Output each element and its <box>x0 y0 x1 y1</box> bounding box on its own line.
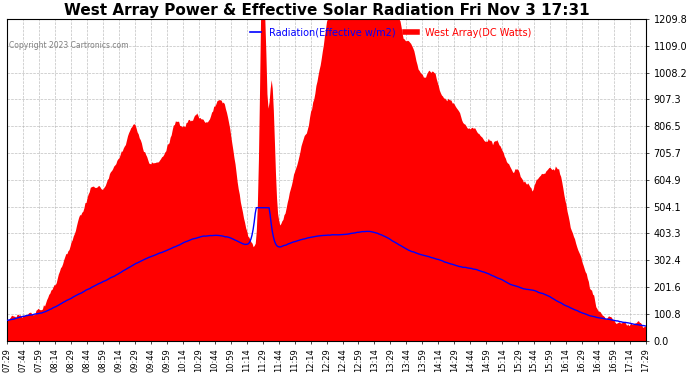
Legend: Radiation(Effective w/m2), West Array(DC Watts): Radiation(Effective w/m2), West Array(DC… <box>246 24 535 42</box>
Text: Copyright 2023 Cartronics.com: Copyright 2023 Cartronics.com <box>8 42 128 51</box>
Title: West Array Power & Effective Solar Radiation Fri Nov 3 17:31: West Array Power & Effective Solar Radia… <box>63 3 589 18</box>
